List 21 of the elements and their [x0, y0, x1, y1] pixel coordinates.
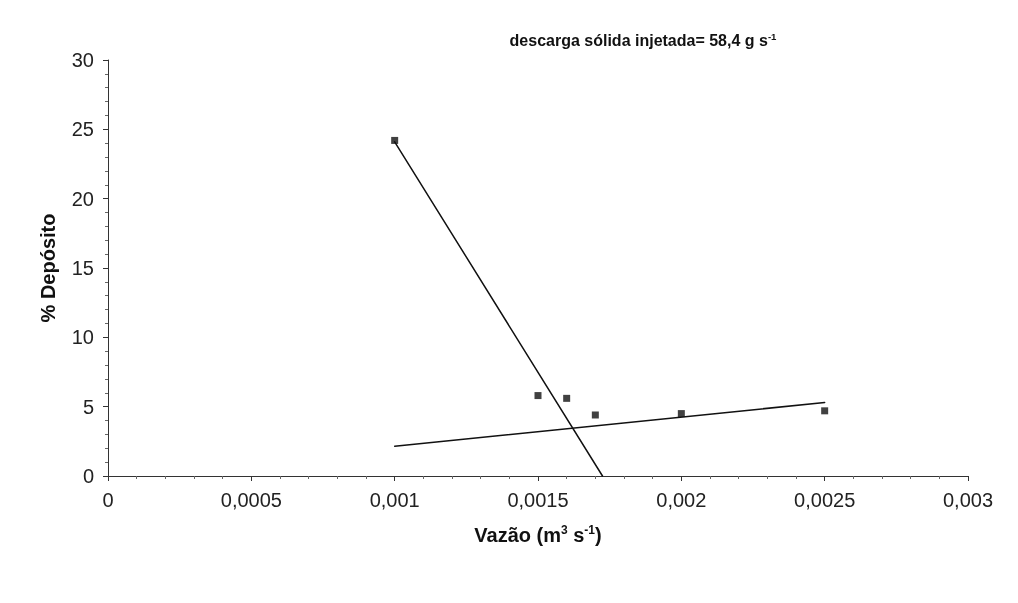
x-tick-label: 0,0025 [794, 489, 856, 511]
point [821, 407, 829, 415]
y-axis-title: % Depósito [37, 213, 59, 323]
x-tick-label: 0,001 [369, 489, 420, 511]
y-tick-label: 30 [71, 49, 94, 71]
x-tick-label: 0,0005 [220, 489, 282, 511]
x-tick-label: 0,002 [656, 489, 707, 511]
y-tick-label: 10 [71, 326, 94, 349]
y-tick-label: 20 [71, 187, 94, 210]
y-tick-label: 0 [82, 465, 94, 487]
point [591, 411, 599, 419]
point [677, 410, 685, 418]
x-tick-label: 0 [102, 489, 114, 511]
y-tick-label: 15 [71, 257, 94, 279]
y-tick-label: 5 [82, 395, 94, 418]
x-tick-label: 0,0015 [507, 489, 569, 511]
x-tick-label: 0,003 [942, 489, 994, 511]
y-tick-label: 25 [71, 118, 94, 141]
point [563, 394, 571, 402]
point [391, 136, 399, 144]
point [534, 392, 542, 400]
